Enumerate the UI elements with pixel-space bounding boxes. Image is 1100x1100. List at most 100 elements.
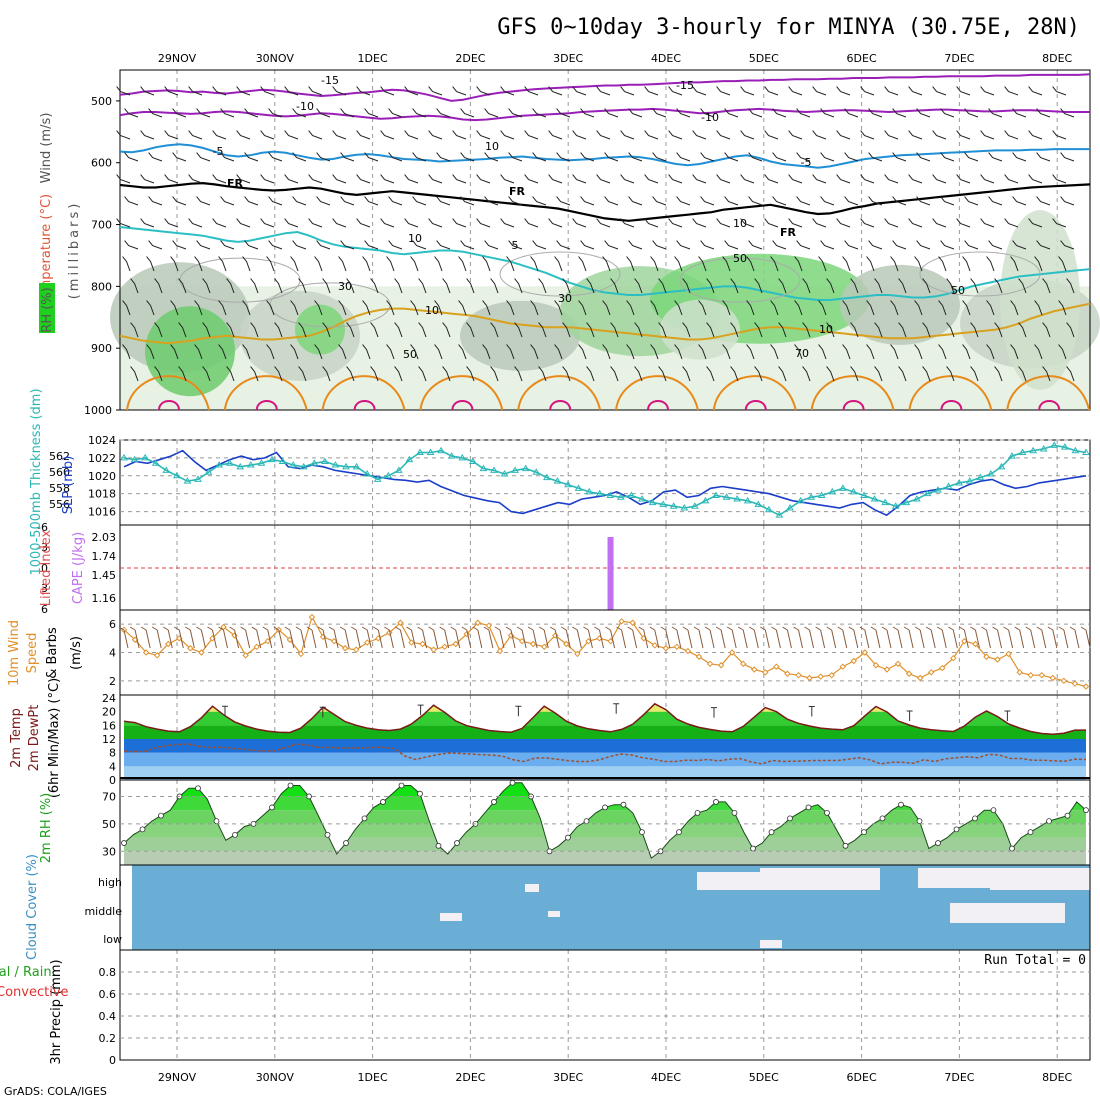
wind-barb: [658, 322, 667, 338]
wind-speed-marker: [828, 671, 835, 679]
wind-barb: [868, 108, 883, 118]
wind-barb: [548, 218, 563, 228]
wind10-barb: [185, 626, 195, 649]
thickness-marker: [574, 484, 583, 491]
rh-band: [124, 810, 1086, 824]
wind-barb: [316, 240, 331, 250]
wind-barb: [146, 300, 155, 316]
thickness-marker: [786, 504, 794, 511]
precip-tick: 0.6: [99, 988, 117, 1001]
wind-barb: [290, 256, 299, 272]
wind-barb: [956, 218, 971, 228]
wind10-barb: [196, 626, 206, 649]
wind-speed-marker: [916, 674, 924, 682]
wind-barb: [250, 278, 259, 294]
wind-barb: [154, 366, 163, 382]
top-date-axis: 29NOV 30NOV 1DEC 2DEC 3DEC 4DEC 5DEC 6DEC 7DEC 8D…: [158, 52, 1073, 65]
wind-barb: [706, 366, 715, 382]
wind10-barb: [1025, 626, 1036, 649]
wind-barb: [1010, 300, 1019, 316]
wind-barb: [436, 240, 451, 250]
thickness-marker: [405, 455, 414, 463]
wind-barb: [220, 152, 235, 162]
thickness-marker: [638, 495, 646, 502]
wind-barb: [890, 300, 899, 316]
wind-speed-marker: [939, 664, 946, 672]
wind10-barb: [350, 626, 361, 649]
wind10-barb: [362, 626, 372, 649]
thickness-marker: [838, 484, 847, 491]
wind10-barb: [583, 626, 593, 649]
wind-barb: [212, 86, 227, 96]
wind-barb: [394, 278, 403, 294]
wind-barb: [850, 278, 859, 294]
wind-barb: [826, 366, 835, 382]
wind-barb: [898, 322, 907, 338]
wind-barb: [196, 108, 211, 118]
wind-barb: [844, 152, 859, 162]
cape-tick: 1.74: [92, 550, 117, 563]
wind-barb: [844, 196, 859, 206]
wind-barb: [916, 240, 931, 250]
wind-barb: [436, 152, 451, 162]
wind-speed-marker: [563, 640, 570, 648]
wind-barb: [340, 196, 355, 206]
wind-barb: [914, 300, 923, 316]
wind-barb: [482, 344, 491, 360]
wind10-barb: [339, 626, 350, 649]
wind-speed-marker: [529, 640, 537, 648]
thickness-marker: [1018, 448, 1027, 456]
bottom-date-label: 3DEC: [553, 1071, 583, 1084]
wind-barb: [940, 240, 955, 250]
wind-barb: [322, 366, 331, 382]
wind-barb: [460, 240, 475, 250]
wind10-barb: [129, 626, 140, 649]
wind-barb: [388, 152, 403, 162]
wind-barb: [364, 108, 379, 118]
wind-barb: [308, 86, 323, 96]
thickness-marker: [595, 489, 604, 497]
precip-tick: 0.4: [99, 1010, 117, 1023]
rh-marker: [1046, 818, 1052, 825]
li-tick: 6: [41, 603, 48, 616]
wind-barb: [724, 196, 739, 206]
rh-marker: [139, 826, 146, 833]
thickness-marker: [468, 457, 477, 464]
wind-barb: [538, 278, 547, 294]
wind-barb: [1060, 152, 1075, 162]
wind-barb: [1036, 152, 1051, 162]
precip-ylabel-conv: Convective: [0, 985, 69, 1000]
wind-barb: [914, 344, 923, 360]
thickness-marker: [268, 455, 276, 463]
thickness-marker: [236, 462, 245, 470]
wind-barb: [1004, 130, 1019, 140]
wind-barb: [674, 344, 683, 360]
wind10-barb: [505, 626, 516, 649]
wind10-barb: [439, 626, 450, 649]
wind-barb: [970, 366, 979, 382]
wind10-barb: [295, 626, 306, 649]
run-total: Run Total = 0: [984, 953, 1086, 968]
rh-marker: [435, 842, 442, 849]
wind10-barb: [561, 626, 571, 649]
temp-max-marker: [613, 703, 620, 714]
wind-barb: [644, 174, 659, 184]
thickness-marker: [215, 461, 224, 468]
rh-legend-swatch: [39, 283, 55, 333]
wind-barb: [268, 196, 283, 206]
wind-barb: [500, 174, 515, 184]
wind-barb: [250, 366, 259, 382]
bottom-date-label: 30NOV: [256, 1071, 295, 1084]
wind-barb: [532, 240, 547, 250]
wind-barb: [1052, 218, 1067, 228]
wind10-barb: [992, 626, 1003, 649]
thickness-marker: [521, 464, 530, 472]
rh-marker: [916, 818, 923, 825]
thickness-marker: [426, 448, 435, 456]
wind-barb: [970, 322, 979, 338]
wind-barb: [532, 196, 547, 206]
top-date-label: 8DEC: [1042, 52, 1072, 65]
wind-barb: [722, 344, 731, 360]
rh-marker: [324, 831, 331, 838]
wind10-barb: [1014, 626, 1025, 649]
